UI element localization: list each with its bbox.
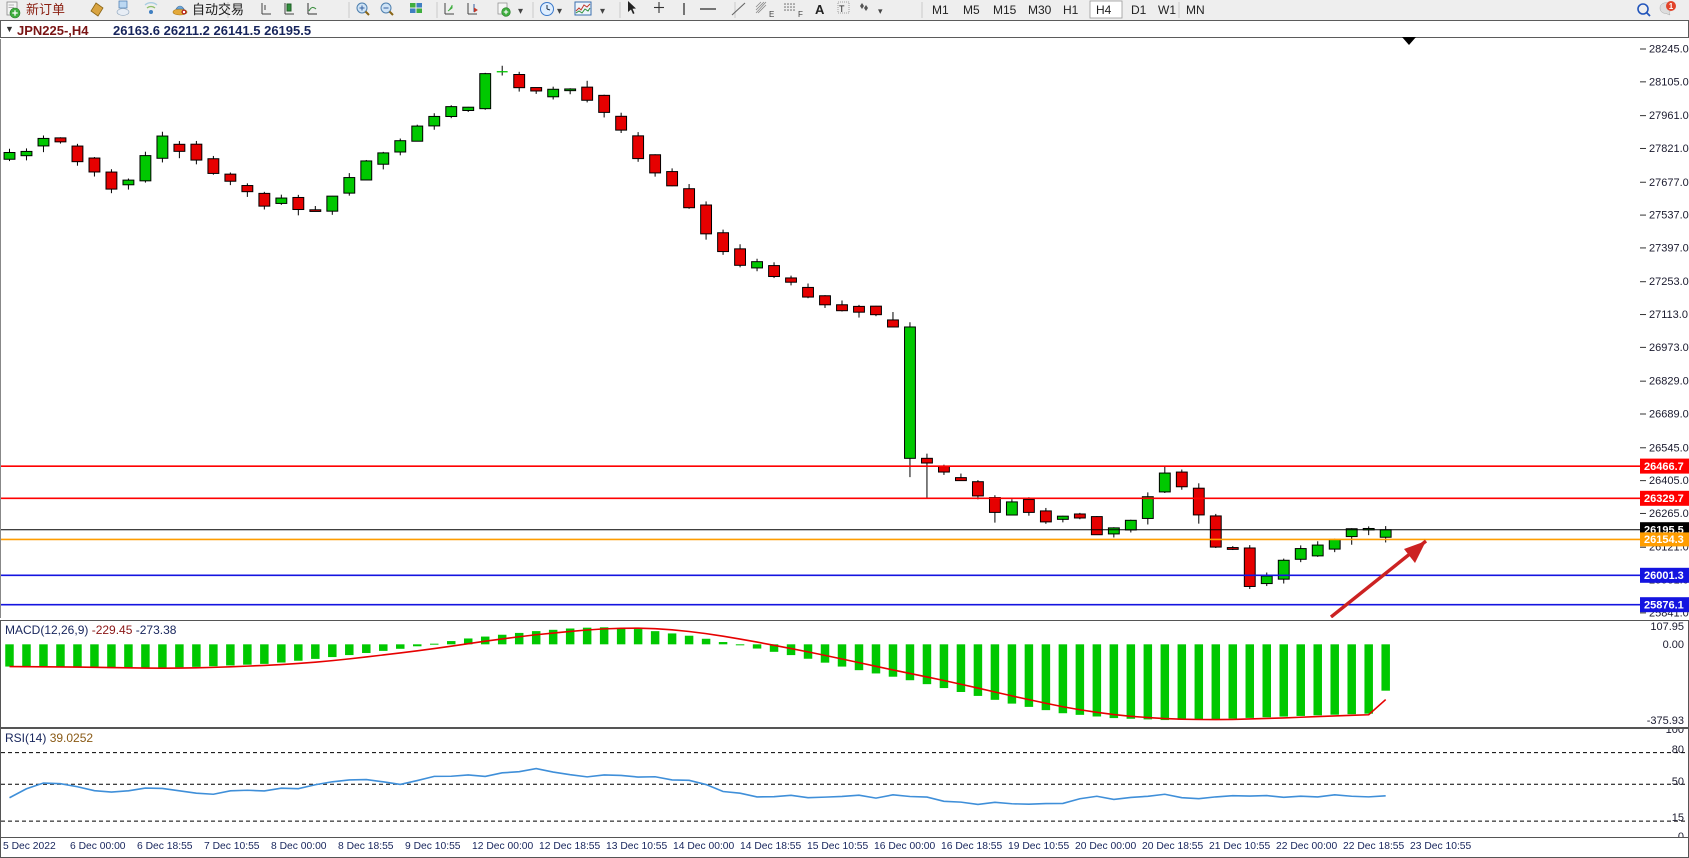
svg-text:27113.0: 27113.0 <box>1649 309 1688 321</box>
svg-text:▾: ▾ <box>600 6 605 17</box>
svg-text:M30: M30 <box>1028 3 1052 17</box>
svg-text:28105.0: 28105.0 <box>1649 76 1689 88</box>
svg-text:▾: ▾ <box>557 6 562 17</box>
svg-text:MN: MN <box>1186 3 1205 17</box>
svg-text:▾: ▾ <box>518 6 523 17</box>
svg-text:W1: W1 <box>1158 3 1176 17</box>
svg-text:E: E <box>769 10 774 19</box>
svg-text:T: T <box>839 4 845 14</box>
svg-text:1: 1 <box>1669 2 1674 11</box>
svg-text:26545.0: 26545.0 <box>1649 442 1689 454</box>
svg-text:H4: H4 <box>1096 3 1112 17</box>
svg-text:26973.0: 26973.0 <box>1649 342 1689 354</box>
svg-text:26466.7: 26466.7 <box>1644 461 1684 473</box>
svg-text:26265.0: 26265.0 <box>1649 508 1689 520</box>
svg-text:26154.3: 26154.3 <box>1644 534 1684 546</box>
svg-text:D1: D1 <box>1131 3 1147 17</box>
svg-text:26001.3: 26001.3 <box>1644 570 1684 582</box>
svg-text:27677.0: 27677.0 <box>1649 177 1689 189</box>
svg-text:M15: M15 <box>993 3 1017 17</box>
svg-text:26405.0: 26405.0 <box>1649 475 1689 487</box>
svg-text:新订单: 新订单 <box>26 2 65 17</box>
svg-text:26689.0: 26689.0 <box>1649 409 1689 421</box>
svg-text:M1: M1 <box>932 3 949 17</box>
svg-text:F: F <box>798 10 803 19</box>
svg-text:M5: M5 <box>963 3 980 17</box>
svg-text:A: A <box>815 2 825 17</box>
svg-text:27253.0: 27253.0 <box>1649 276 1689 288</box>
svg-text:▾: ▾ <box>878 6 883 16</box>
svg-text:27537.0: 27537.0 <box>1649 210 1689 222</box>
svg-text:25876.1: 25876.1 <box>1644 599 1684 611</box>
svg-text:27961.0: 27961.0 <box>1649 110 1689 122</box>
svg-text:27821.0: 27821.0 <box>1649 143 1689 155</box>
svg-text:自动交易: 自动交易 <box>192 2 244 17</box>
svg-text:H1: H1 <box>1063 3 1079 17</box>
svg-text:27397.0: 27397.0 <box>1649 242 1689 254</box>
svg-text:26329.7: 26329.7 <box>1644 493 1684 505</box>
svg-text:26829.0: 26829.0 <box>1649 376 1689 388</box>
svg-text:28245.0: 28245.0 <box>1649 44 1689 56</box>
